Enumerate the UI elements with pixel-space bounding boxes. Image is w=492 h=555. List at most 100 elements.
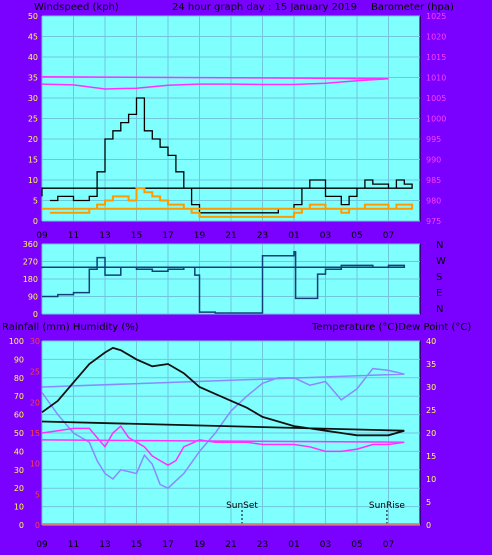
x-tick-label: 17 (162, 540, 173, 550)
temperature-tick-label: 25 (426, 406, 436, 415)
humidity-tick-label: 10 (14, 503, 24, 512)
annotation-label: SunRise (369, 501, 406, 511)
tick-labels: 1111131315151717191921212323010103030505… (9, 12, 447, 550)
humidity-tick-label: 80 (14, 374, 24, 383)
temperature-tick-label: 15 (426, 452, 436, 461)
temperature-tick-label: 10 (426, 475, 436, 484)
humidity-tick-label: 60 (14, 411, 24, 420)
right-tick-label: 1005 (426, 94, 446, 103)
humidity-tick-label: 40 (14, 447, 24, 456)
left-tick-label: 0 (33, 217, 38, 226)
x-tick-label: 03 (320, 540, 331, 550)
x-tick-label: 13 (99, 231, 110, 241)
temperature-tick-label: 35 (426, 360, 436, 369)
right-tick-label: 975 (426, 217, 441, 226)
rain-tick-label: 20 (30, 398, 40, 407)
x-tick-label: 19 (194, 231, 206, 241)
x-tick-label: 21 (225, 540, 236, 550)
left-tick-label: 15 (28, 156, 38, 165)
right-tick-label: 1015 (426, 53, 446, 62)
left-tick-label: 20 (28, 135, 38, 144)
temperature-tick-label: 40 (426, 337, 436, 346)
x-tick-label: 01 (288, 540, 299, 550)
x-tick-label: 15 (131, 231, 142, 241)
humidity-series (41, 367, 405, 490)
temperature-tick-label: 30 (426, 383, 436, 392)
left-tick-label: 180 (23, 275, 38, 284)
humidity-tick-label: 0 (19, 521, 24, 530)
humidity-tick-label: 20 (14, 484, 24, 493)
left-tick-label: 360 (23, 240, 38, 249)
rain-tick-label: 5 (35, 490, 40, 499)
x-tick-label: 15 (131, 540, 142, 550)
left-tick-label: 30 (28, 94, 38, 103)
right-tick-label: 1000 (426, 115, 446, 124)
left-tick-label: 45 (28, 33, 38, 42)
left-tick-label: 40 (28, 53, 38, 62)
humidity-tick-label: 90 (14, 355, 24, 364)
x-tick-label: 11 (68, 231, 79, 241)
rain-tick-label: 10 (30, 460, 40, 469)
compass-label: E (436, 288, 442, 299)
temperature-tick-label: 20 (426, 429, 436, 438)
left-tick-label: 10 (28, 176, 38, 185)
average-wind-series (42, 187, 414, 218)
x-tick-label: 05 (351, 540, 362, 550)
dewpoint-series (41, 424, 405, 467)
right-tick-label: 1010 (426, 74, 446, 83)
rain-tick-label: 15 (30, 429, 40, 438)
left-tick-label: 25 (28, 115, 38, 124)
x-tick-label: 17 (162, 231, 173, 241)
left-tick-label: 50 (28, 12, 38, 21)
left-tick-label: 5 (33, 197, 38, 206)
panel1-right-title: Barometer (hpa) (371, 2, 454, 13)
right-tick-label: 980 (426, 197, 441, 206)
left-tick-label: 90 (28, 293, 38, 302)
compass-label: S (436, 272, 442, 283)
x-tick-label: 09 (36, 540, 48, 550)
humidity-tick-label: 50 (14, 429, 24, 438)
x-tick-label: 19 (194, 540, 206, 550)
left-tick-label: 35 (28, 74, 38, 83)
x-tick-label: 11 (68, 540, 79, 550)
temperature-tick-label: 0 (426, 521, 431, 530)
compass-label: N (436, 304, 443, 315)
x-tick-label: 03 (320, 231, 331, 241)
left-tick-label: 0 (33, 310, 38, 319)
x-tick-label: 13 (99, 540, 110, 550)
x-tick-label: 23 (257, 540, 268, 550)
panel1-center-title: 24 hour graph day : 15 January 2019 (172, 2, 357, 13)
temperature-series (41, 346, 405, 437)
right-tick-label: 985 (426, 176, 441, 185)
right-tick-label: 995 (426, 135, 441, 144)
direction-series (41, 251, 406, 314)
panel3-left-title: Rainfall (mm) Humidity (%) (2, 322, 139, 333)
x-tick-label: 01 (288, 231, 299, 241)
right-tick-label: 990 (426, 156, 441, 165)
rain-tick-label: 0 (35, 521, 40, 530)
right-tick-label: 1025 (426, 12, 446, 21)
x-tick-label: 21 (225, 231, 236, 241)
panel3-right-title: Temperature (°C)Dew Point (°C) (311, 322, 471, 333)
x-tick-label: 05 (351, 231, 362, 241)
x-tick-label: 23 (257, 231, 268, 241)
barometer-series (41, 75, 389, 90)
rain-tick-label: 30 (30, 337, 40, 346)
annotation-label: SunSet (226, 501, 258, 511)
x-tick-label: 07 (383, 231, 394, 241)
compass-label: N (436, 240, 443, 251)
humidity-tick-label: 100 (9, 337, 24, 346)
compass-label: W (436, 256, 446, 267)
panel1-left-title: Windspeed (kph) (34, 2, 119, 13)
right-tick-label: 1020 (426, 33, 446, 42)
x-tick-label: 09 (36, 231, 48, 241)
rain-tick-label: 25 (30, 368, 40, 377)
temperature-tick-label: 5 (426, 498, 431, 507)
chart-marks (41, 75, 420, 525)
left-tick-label: 270 (23, 258, 38, 267)
humidity-tick-label: 70 (14, 392, 24, 401)
humidity-tick-label: 30 (14, 466, 24, 475)
x-tick-label: 07 (383, 540, 394, 550)
